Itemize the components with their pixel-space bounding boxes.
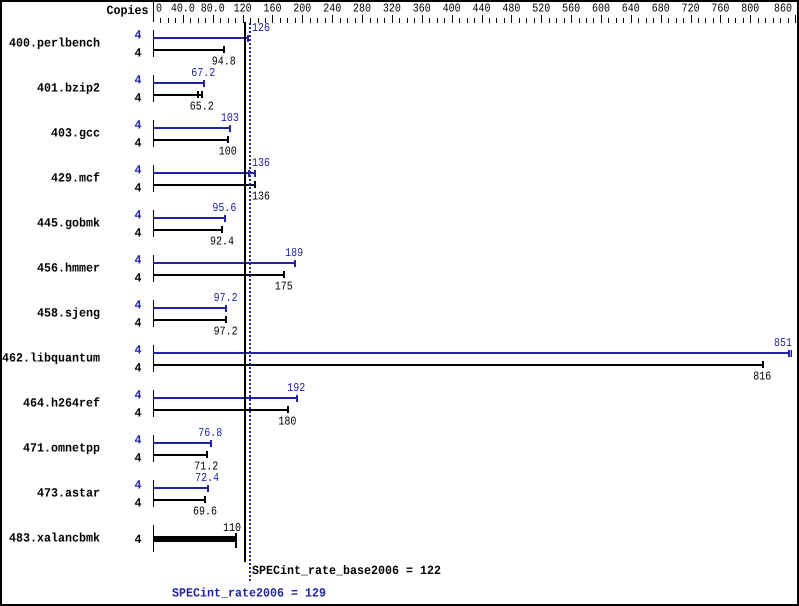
svg-text:136: 136 — [252, 156, 270, 170]
svg-text:110: 110 — [223, 521, 241, 535]
svg-text:65.2: 65.2 — [190, 100, 214, 114]
svg-text:4: 4 — [135, 479, 142, 493]
svg-text:180: 180 — [278, 415, 296, 429]
svg-text:4: 4 — [135, 389, 142, 403]
svg-text:126: 126 — [252, 21, 270, 35]
svg-text:4: 4 — [135, 74, 142, 88]
svg-text:400.perlbench: 400.perlbench — [9, 36, 100, 50]
svg-text:200: 200 — [293, 2, 311, 16]
svg-text:473.astar: 473.astar — [37, 486, 100, 500]
svg-text:4: 4 — [135, 434, 142, 448]
svg-text:72.4: 72.4 — [195, 471, 219, 485]
svg-text:4: 4 — [135, 137, 142, 151]
svg-text:240: 240 — [323, 2, 341, 16]
svg-text:560: 560 — [562, 2, 580, 16]
svg-text:464.h264ref: 464.h264ref — [23, 396, 100, 410]
svg-text:SPECint_rate_base2006 = 122: SPECint_rate_base2006 = 122 — [252, 564, 441, 578]
svg-text:97.2: 97.2 — [214, 291, 238, 305]
svg-text:720: 720 — [682, 2, 700, 16]
svg-text:480: 480 — [502, 2, 520, 16]
svg-text:94.8: 94.8 — [212, 55, 236, 69]
svg-text:360: 360 — [413, 2, 431, 16]
svg-text:440: 440 — [473, 2, 491, 16]
svg-text:4: 4 — [135, 254, 142, 268]
svg-text:4: 4 — [135, 452, 142, 466]
svg-text:4: 4 — [135, 182, 142, 196]
svg-text:103: 103 — [221, 111, 239, 125]
svg-text:40.0: 40.0 — [171, 2, 195, 16]
svg-text:4: 4 — [135, 227, 142, 241]
svg-text:97.2: 97.2 — [214, 325, 238, 339]
svg-text:4: 4 — [135, 407, 142, 421]
svg-text:816: 816 — [753, 370, 771, 384]
svg-text:4: 4 — [135, 497, 142, 511]
svg-text:4: 4 — [135, 92, 142, 106]
svg-text:680: 680 — [652, 2, 670, 16]
svg-text:76.8: 76.8 — [198, 426, 222, 440]
svg-text:69.6: 69.6 — [193, 505, 217, 519]
svg-text:520: 520 — [532, 2, 550, 16]
svg-text:95.6: 95.6 — [212, 201, 236, 215]
svg-text:4: 4 — [135, 209, 142, 223]
svg-text:189: 189 — [285, 246, 303, 260]
svg-text:4: 4 — [135, 272, 142, 286]
svg-text:483.xalancbmk: 483.xalancbmk — [9, 531, 100, 545]
svg-text:4: 4 — [135, 119, 142, 133]
svg-text:400: 400 — [443, 2, 461, 16]
svg-text:403.gcc: 403.gcc — [51, 126, 100, 140]
svg-text:4: 4 — [135, 317, 142, 331]
svg-text:92.4: 92.4 — [210, 235, 234, 249]
svg-text:71.2: 71.2 — [194, 460, 218, 474]
svg-text:860: 860 — [774, 2, 792, 16]
svg-text:4: 4 — [135, 362, 142, 376]
svg-text:120: 120 — [234, 2, 252, 16]
svg-text:462.libquantum: 462.libquantum — [2, 351, 100, 365]
svg-text:100: 100 — [219, 145, 237, 159]
svg-text:600: 600 — [592, 2, 610, 16]
svg-text:Copies: Copies — [107, 4, 149, 18]
svg-text:4: 4 — [135, 533, 142, 547]
svg-text:SPECint_rate2006 = 129: SPECint_rate2006 = 129 — [172, 587, 326, 601]
svg-text:851: 851 — [774, 336, 792, 350]
svg-text:456.hmmer: 456.hmmer — [37, 261, 100, 275]
svg-text:320: 320 — [383, 2, 401, 16]
svg-text:4: 4 — [135, 47, 142, 61]
svg-text:445.gobmk: 445.gobmk — [37, 216, 100, 230]
svg-text:80.0: 80.0 — [201, 2, 225, 16]
svg-text:760: 760 — [711, 2, 729, 16]
svg-text:160: 160 — [264, 2, 282, 16]
svg-text:4: 4 — [135, 29, 142, 43]
svg-text:175: 175 — [275, 280, 293, 294]
svg-text:458.sjeng: 458.sjeng — [37, 306, 100, 320]
svg-text:4: 4 — [135, 344, 142, 358]
svg-text:280: 280 — [353, 2, 371, 16]
svg-text:192: 192 — [287, 381, 305, 395]
svg-text:136: 136 — [252, 190, 270, 204]
svg-text:0: 0 — [156, 2, 162, 16]
svg-text:429.mcf: 429.mcf — [51, 171, 100, 185]
svg-text:4: 4 — [135, 299, 142, 313]
svg-text:67.2: 67.2 — [191, 66, 215, 80]
svg-text:4: 4 — [135, 164, 142, 178]
svg-text:640: 640 — [622, 2, 640, 16]
svg-text:471.omnetpp: 471.omnetpp — [23, 441, 100, 455]
svg-text:401.bzip2: 401.bzip2 — [37, 81, 100, 95]
svg-text:800: 800 — [741, 2, 759, 16]
